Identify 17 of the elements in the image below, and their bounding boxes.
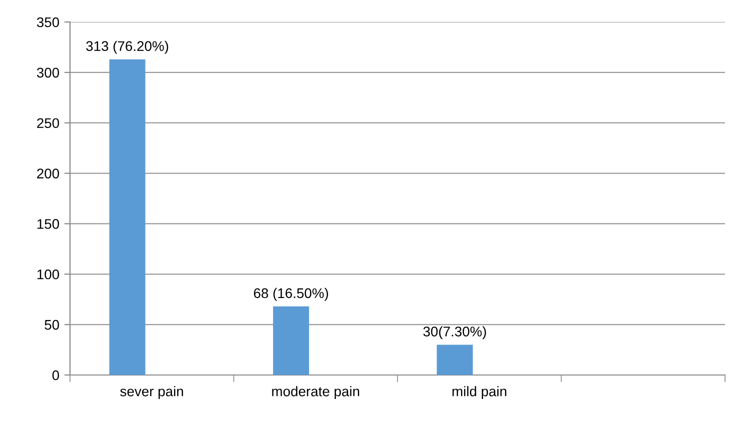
y-tick-label: 50	[44, 320, 60, 330]
y-tick-label: 150	[37, 219, 60, 229]
bar	[436, 344, 473, 375]
y-tick-label: 200	[37, 168, 60, 178]
x-tick-label: mild pain	[452, 386, 506, 400]
y-tick-label: 100	[37, 269, 60, 280]
bar	[273, 306, 310, 375]
y-tick-label: 250	[37, 118, 60, 128]
data-label: 313 (76.20%)	[86, 40, 168, 54]
y-tick-label: 0	[52, 370, 60, 380]
y-tick-label: 300	[36, 68, 60, 78]
data-label: 68 (16.50%)	[254, 288, 328, 301]
bar	[109, 59, 146, 375]
x-tick-label: moderate pain	[272, 386, 360, 400]
x-tick-label: sever pain	[120, 386, 184, 400]
y-tick-label: 350	[36, 17, 60, 28]
data-label: 30(7.30%)	[423, 326, 486, 340]
